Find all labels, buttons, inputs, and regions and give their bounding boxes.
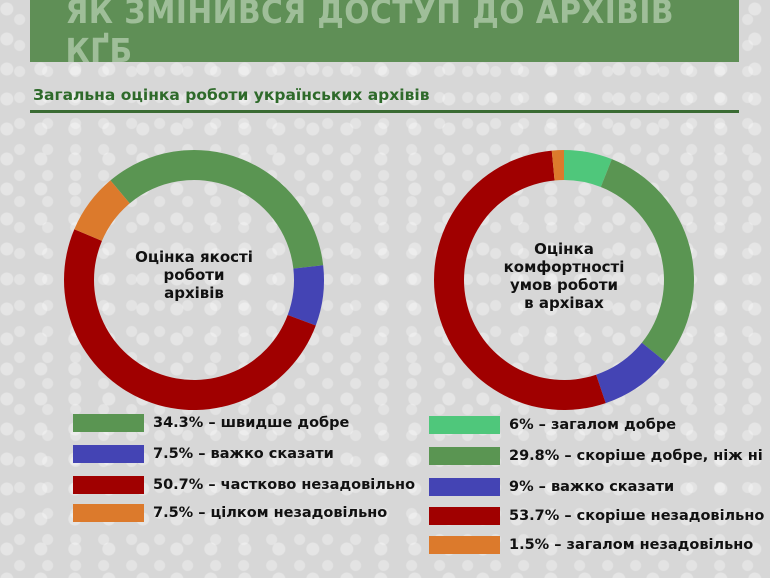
legend-swatch — [73, 414, 144, 432]
legend-item: 7.5% – важко сказати — [73, 445, 334, 463]
legend-swatch — [429, 507, 500, 525]
legend-label: 50.7% – частково незадовільно — [153, 477, 416, 493]
page-subtitle: Загальна оцінка роботи українських архів… — [33, 86, 430, 104]
donut-slice-1 — [564, 150, 612, 188]
legend-label: 34.3% – швидше добре — [153, 415, 350, 431]
donut-slice-2 — [600, 159, 694, 362]
subtitle-underline — [30, 110, 739, 113]
center-label-line: архівів — [164, 284, 224, 302]
legend-label: 6% – загалом добре — [509, 417, 677, 433]
donut-slice-3 — [64, 229, 316, 410]
legend-label: 7.5% – важко сказати — [153, 446, 334, 462]
donut-chart-comfort — [433, 150, 694, 410]
donut-slice-5 — [551, 150, 564, 181]
legend-label: 7.5% – цілком незадовільно — [153, 505, 388, 521]
legend-item: 50.7% – частково незадовільно — [73, 476, 415, 494]
center-label-line: роботи — [163, 266, 225, 284]
center-label-line: Оцінка якості — [135, 248, 253, 266]
donut-slice-3 — [596, 342, 666, 404]
donut-center-label-quality: Оцінка якості роботи архівів — [124, 248, 264, 302]
legend-label: 53.7% – скоріше незадовільно — [509, 508, 765, 524]
legend-swatch — [73, 504, 144, 522]
legend-item: 6% – загалом добре — [429, 416, 676, 434]
legend-item: 1.5% – загалом незадовільно — [429, 536, 753, 554]
legend-swatch — [73, 476, 144, 494]
legend-item: 9% – важко сказати — [429, 478, 674, 496]
donut-chart-quality — [64, 149, 325, 410]
center-label-line: в архівах — [524, 294, 604, 312]
legend-label: 1.5% – загалом незадовільно — [509, 537, 754, 553]
page-title: ЯК ЗМІНИВСЯ ДОСТУП ДО АРХІВІВ КҐБ — [65, 0, 674, 70]
legend-swatch — [429, 447, 500, 465]
legend-item: 29.8% – скоріше добре, ніж ні — [429, 447, 763, 465]
donut-slice-4 — [74, 180, 130, 241]
legend-item: 7.5% – цілком незадовільно — [73, 504, 387, 522]
donut-slice-4 — [433, 150, 606, 410]
legend-label: 29.8% – скоріше добре, ніж ні — [509, 448, 763, 464]
center-label-line: умов роботи — [509, 276, 619, 294]
center-label-line: Оцінка — [534, 240, 594, 258]
legend-swatch — [429, 536, 500, 554]
legend-swatch — [73, 445, 144, 463]
legend-item: 53.7% – скоріше незадовільно — [429, 507, 764, 525]
legend-item: 34.3% – швидше добре — [73, 414, 349, 432]
legend-swatch — [429, 478, 500, 496]
donut-center-label-comfort: Оцінка комфортності умов роботи в архіва… — [489, 240, 639, 312]
center-label-line: комфортності — [503, 258, 625, 276]
title-banner: ЯК ЗМІНИВСЯ ДОСТУП ДО АРХІВІВ КҐБ — [30, 0, 739, 70]
donut-slice-1 — [110, 149, 324, 269]
donut-slice-2 — [287, 265, 325, 326]
legend-label: 9% – важко сказати — [509, 479, 675, 495]
legend-swatch — [429, 416, 500, 434]
